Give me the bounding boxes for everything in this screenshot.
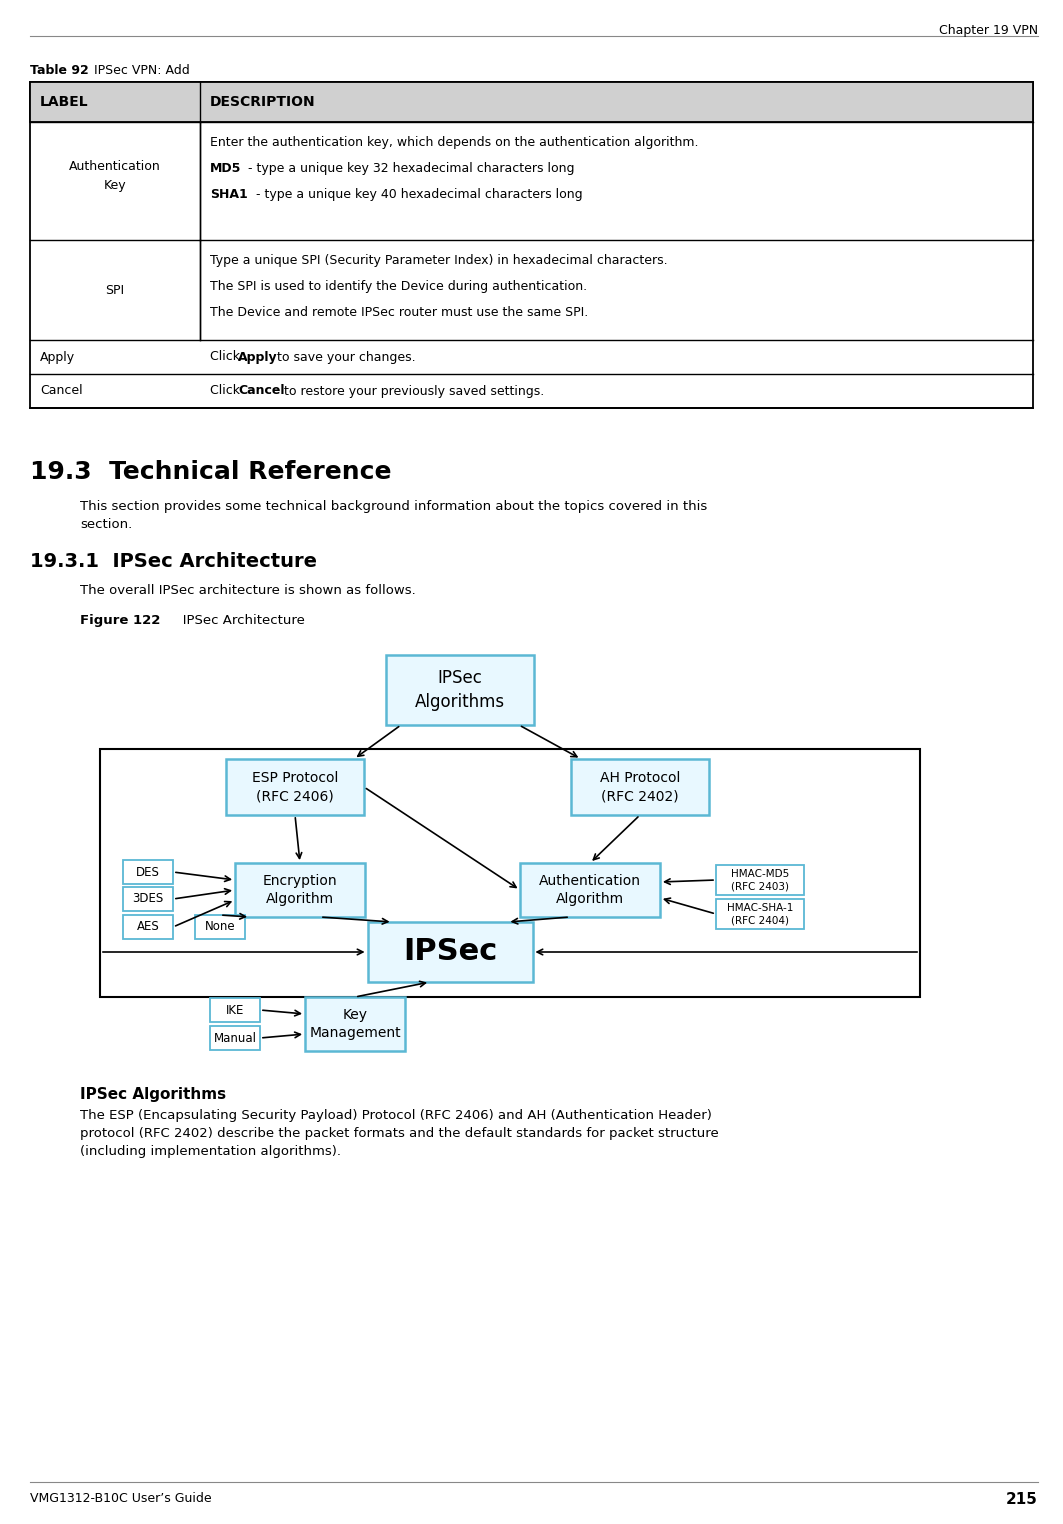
Text: Authentication
Algorithm: Authentication Algorithm bbox=[539, 873, 641, 907]
FancyBboxPatch shape bbox=[716, 899, 804, 930]
FancyBboxPatch shape bbox=[30, 82, 1033, 408]
FancyBboxPatch shape bbox=[305, 997, 405, 1052]
Text: to save your changes.: to save your changes. bbox=[273, 351, 416, 364]
Text: Authentication
Key: Authentication Key bbox=[69, 160, 161, 192]
Text: The ESP (Encapsulating Security Payload) Protocol (RFC 2406) and AH (Authenticat: The ESP (Encapsulating Security Payload)… bbox=[80, 1109, 712, 1122]
Text: - type a unique key 32 hexadecimal characters long: - type a unique key 32 hexadecimal chara… bbox=[244, 162, 574, 175]
Text: The Device and remote IPSec router must use the same SPI.: The Device and remote IPSec router must … bbox=[210, 306, 588, 319]
Text: to restore your previously saved settings.: to restore your previously saved setting… bbox=[280, 384, 544, 398]
Text: The SPI is used to identify the Device during authentication.: The SPI is used to identify the Device d… bbox=[210, 280, 587, 293]
Text: This section provides some technical background information about the topics cov: This section provides some technical bac… bbox=[80, 500, 707, 514]
Text: HMAC-SHA-1
(RFC 2404): HMAC-SHA-1 (RFC 2404) bbox=[727, 902, 793, 925]
Text: ESP Protocol
(RFC 2406): ESP Protocol (RFC 2406) bbox=[252, 771, 338, 803]
Text: Manual: Manual bbox=[214, 1032, 256, 1044]
Text: Encryption
Algorithm: Encryption Algorithm bbox=[263, 873, 337, 907]
FancyBboxPatch shape bbox=[716, 866, 804, 895]
Text: Enter the authentication key, which depends on the authentication algorithm.: Enter the authentication key, which depe… bbox=[210, 136, 698, 149]
Text: Apply: Apply bbox=[238, 351, 277, 364]
FancyBboxPatch shape bbox=[386, 655, 534, 725]
Text: The overall IPSec architecture is shown as follows.: The overall IPSec architecture is shown … bbox=[80, 584, 416, 597]
Text: HMAC-MD5
(RFC 2403): HMAC-MD5 (RFC 2403) bbox=[731, 869, 789, 892]
FancyBboxPatch shape bbox=[100, 748, 919, 997]
Text: IPSec: IPSec bbox=[403, 937, 497, 966]
FancyBboxPatch shape bbox=[123, 887, 173, 911]
Text: Apply: Apply bbox=[40, 351, 75, 364]
Text: IPSec VPN: Add: IPSec VPN: Add bbox=[82, 64, 190, 78]
Text: IPSec Architecture: IPSec Architecture bbox=[170, 614, 305, 626]
Text: 19.3  Technical Reference: 19.3 Technical Reference bbox=[30, 460, 391, 485]
Text: IPSec Algorithms: IPSec Algorithms bbox=[80, 1087, 226, 1102]
FancyBboxPatch shape bbox=[123, 914, 173, 939]
Text: SHA1: SHA1 bbox=[210, 187, 248, 201]
Text: Cancel: Cancel bbox=[238, 384, 285, 398]
Text: (including implementation algorithms).: (including implementation algorithms). bbox=[80, 1145, 341, 1158]
Text: - type a unique key 40 hexadecimal characters long: - type a unique key 40 hexadecimal chara… bbox=[248, 187, 583, 201]
Text: DES: DES bbox=[136, 866, 159, 878]
FancyBboxPatch shape bbox=[210, 998, 260, 1023]
Text: Chapter 19 VPN: Chapter 19 VPN bbox=[939, 24, 1037, 37]
FancyBboxPatch shape bbox=[571, 759, 709, 815]
Text: Table 92: Table 92 bbox=[30, 64, 88, 78]
Text: 215: 215 bbox=[1006, 1492, 1037, 1507]
Text: IPSec
Algorithms: IPSec Algorithms bbox=[415, 669, 505, 710]
Text: AH Protocol
(RFC 2402): AH Protocol (RFC 2402) bbox=[600, 771, 680, 803]
Text: LABEL: LABEL bbox=[40, 94, 88, 110]
Text: 19.3.1  IPSec Architecture: 19.3.1 IPSec Architecture bbox=[30, 552, 317, 572]
Text: Click: Click bbox=[210, 384, 244, 398]
Text: Figure 122: Figure 122 bbox=[80, 614, 161, 626]
Text: DESCRIPTION: DESCRIPTION bbox=[210, 94, 316, 110]
FancyBboxPatch shape bbox=[368, 922, 533, 981]
Text: protocol (RFC 2402) describe the packet formats and the default standards for pa: protocol (RFC 2402) describe the packet … bbox=[80, 1128, 719, 1140]
Text: 3DES: 3DES bbox=[133, 893, 164, 905]
FancyBboxPatch shape bbox=[520, 863, 660, 917]
FancyBboxPatch shape bbox=[226, 759, 364, 815]
FancyBboxPatch shape bbox=[235, 863, 365, 917]
FancyBboxPatch shape bbox=[30, 82, 1033, 122]
Text: AES: AES bbox=[137, 920, 159, 934]
Text: Key
Management: Key Management bbox=[309, 1007, 401, 1041]
Text: Click: Click bbox=[210, 351, 244, 364]
FancyBboxPatch shape bbox=[195, 914, 244, 939]
FancyBboxPatch shape bbox=[123, 860, 173, 884]
Text: Cancel: Cancel bbox=[40, 384, 83, 398]
Text: VMG1312-B10C User’s Guide: VMG1312-B10C User’s Guide bbox=[30, 1492, 212, 1506]
FancyBboxPatch shape bbox=[210, 1026, 260, 1050]
Text: section.: section. bbox=[80, 518, 132, 530]
Text: IKE: IKE bbox=[225, 1003, 244, 1017]
Text: SPI: SPI bbox=[105, 283, 124, 297]
Text: Type a unique SPI (Security Parameter Index) in hexadecimal characters.: Type a unique SPI (Security Parameter In… bbox=[210, 255, 668, 267]
Text: None: None bbox=[205, 920, 235, 934]
Text: MD5: MD5 bbox=[210, 162, 241, 175]
